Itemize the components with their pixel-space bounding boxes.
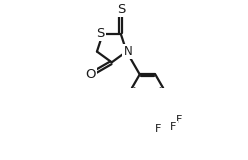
Text: F: F — [176, 115, 183, 125]
Text: N: N — [124, 45, 132, 58]
Text: F: F — [155, 124, 161, 134]
Text: O: O — [85, 68, 96, 81]
Text: S: S — [96, 27, 104, 40]
Text: F: F — [170, 122, 177, 132]
Text: S: S — [117, 3, 125, 16]
